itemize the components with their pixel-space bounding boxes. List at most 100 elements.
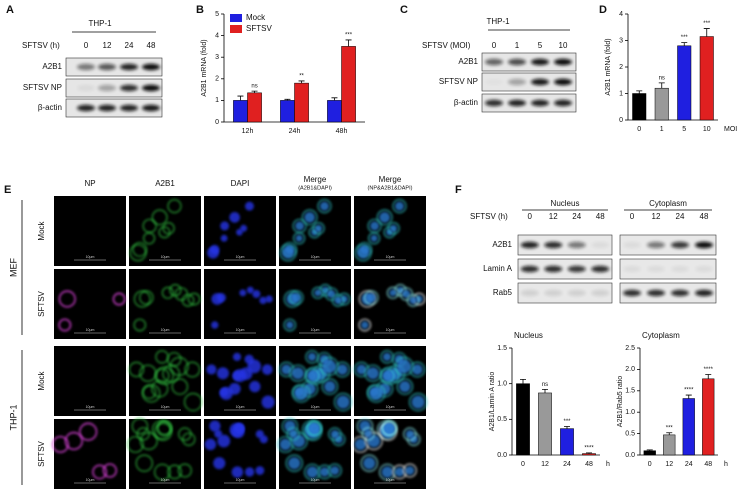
cell xyxy=(305,350,319,364)
blot-band xyxy=(554,78,572,86)
cell xyxy=(178,427,192,441)
y-tick-label: 3 xyxy=(619,37,623,44)
condition-label: SFTSV xyxy=(37,290,46,316)
bar xyxy=(247,92,262,123)
scale-bar-label: 10μm xyxy=(386,328,395,332)
nucleus xyxy=(411,395,425,409)
cell-line-label: THP-1 xyxy=(88,19,112,28)
scale-bar-label: 10μm xyxy=(236,478,245,482)
y-tick-label: 1.5 xyxy=(497,345,507,352)
micrograph xyxy=(129,196,201,266)
blot-band xyxy=(520,265,539,273)
cell xyxy=(171,378,189,395)
significance-label: *** xyxy=(703,21,711,27)
nucleus xyxy=(327,289,336,299)
scale-bar-label: 10μm xyxy=(161,478,170,482)
nucleus xyxy=(336,395,350,409)
chart-title: Nucleus xyxy=(514,331,543,340)
nucleus xyxy=(247,359,262,374)
blot-band xyxy=(554,99,572,107)
channel-label: DAPI xyxy=(231,179,250,188)
blot-strip xyxy=(481,72,577,92)
bar xyxy=(280,100,295,123)
y-tick-label: 2 xyxy=(215,76,219,83)
x-tick-label: 48h xyxy=(336,128,348,135)
cell xyxy=(383,226,396,239)
blot-band xyxy=(544,265,563,273)
lane-label: 0 xyxy=(84,41,89,50)
panel-letter: C xyxy=(400,4,408,16)
chart-title: Cytoplasm xyxy=(642,331,680,340)
nucleus xyxy=(324,380,336,393)
nucleus xyxy=(409,296,417,305)
nucleus xyxy=(216,367,229,380)
nucleus xyxy=(206,364,217,375)
cell xyxy=(358,318,372,332)
cell xyxy=(279,244,297,262)
nucleus xyxy=(304,212,315,223)
scale-bar-label: 10μm xyxy=(86,328,95,332)
blot-band xyxy=(591,241,610,249)
x-tick-label: 48 xyxy=(585,461,593,468)
cell xyxy=(139,364,157,382)
nucleus xyxy=(334,296,342,305)
y-tick-label: 1.0 xyxy=(497,381,507,388)
y-tick-label: 0.0 xyxy=(625,452,635,459)
x-axis-label: h xyxy=(606,461,610,468)
scale-bar-label: 10μm xyxy=(311,405,320,409)
lane-label: 12 xyxy=(549,212,558,221)
cell xyxy=(328,427,342,441)
scale-bar-label: 10μm xyxy=(86,255,95,259)
scale-bar-label: 10μm xyxy=(386,255,395,259)
cell-line-label: THP-1 xyxy=(8,404,18,430)
y-tick-label: 0.5 xyxy=(625,430,635,437)
nucleus xyxy=(397,359,412,374)
nucleus xyxy=(291,367,304,380)
cell xyxy=(301,209,318,226)
significance-label: **** xyxy=(684,388,694,394)
panel-letter: D xyxy=(599,4,607,16)
cell xyxy=(306,420,322,437)
blot-strip xyxy=(619,234,717,256)
cell xyxy=(333,392,353,412)
cell xyxy=(380,366,399,385)
nucleus xyxy=(259,296,267,305)
blot-band xyxy=(695,289,713,297)
bar xyxy=(294,82,309,123)
blot-band xyxy=(508,78,526,86)
cell xyxy=(406,294,420,307)
nucleus xyxy=(359,420,371,432)
cell xyxy=(352,436,369,453)
x-axis-label: h xyxy=(724,461,728,468)
y-tick-label: 1 xyxy=(619,90,623,97)
x-tick-label: 24h xyxy=(289,128,301,135)
scale-bar-label: 10μm xyxy=(236,255,245,259)
blot-band xyxy=(623,265,641,273)
cell xyxy=(317,199,332,214)
blot-band xyxy=(98,104,116,112)
bar xyxy=(702,378,715,456)
legend-label: SFTSV xyxy=(246,24,272,33)
micrograph xyxy=(54,196,126,266)
condition-label: SFTSV (h) xyxy=(470,212,508,221)
lane-label: 10 xyxy=(559,41,568,50)
bar xyxy=(538,392,552,456)
y-tick-label: 2.5 xyxy=(625,345,635,352)
np-signal xyxy=(102,463,117,478)
nucleus xyxy=(295,234,303,242)
nucleus xyxy=(294,386,308,400)
blot-band xyxy=(567,289,586,297)
cell xyxy=(184,361,201,378)
blot-row-label: A2B1 xyxy=(492,240,512,249)
blot-band xyxy=(671,241,689,249)
cell xyxy=(292,384,311,403)
lane-label: 24 xyxy=(125,41,134,50)
blot-band xyxy=(508,99,526,107)
cell xyxy=(133,290,151,308)
blot-band xyxy=(485,99,503,107)
blot-band xyxy=(695,241,713,249)
micrograph xyxy=(54,269,126,339)
lane-label: 1 xyxy=(515,41,520,50)
nucleus xyxy=(291,292,301,303)
bar xyxy=(632,93,647,121)
